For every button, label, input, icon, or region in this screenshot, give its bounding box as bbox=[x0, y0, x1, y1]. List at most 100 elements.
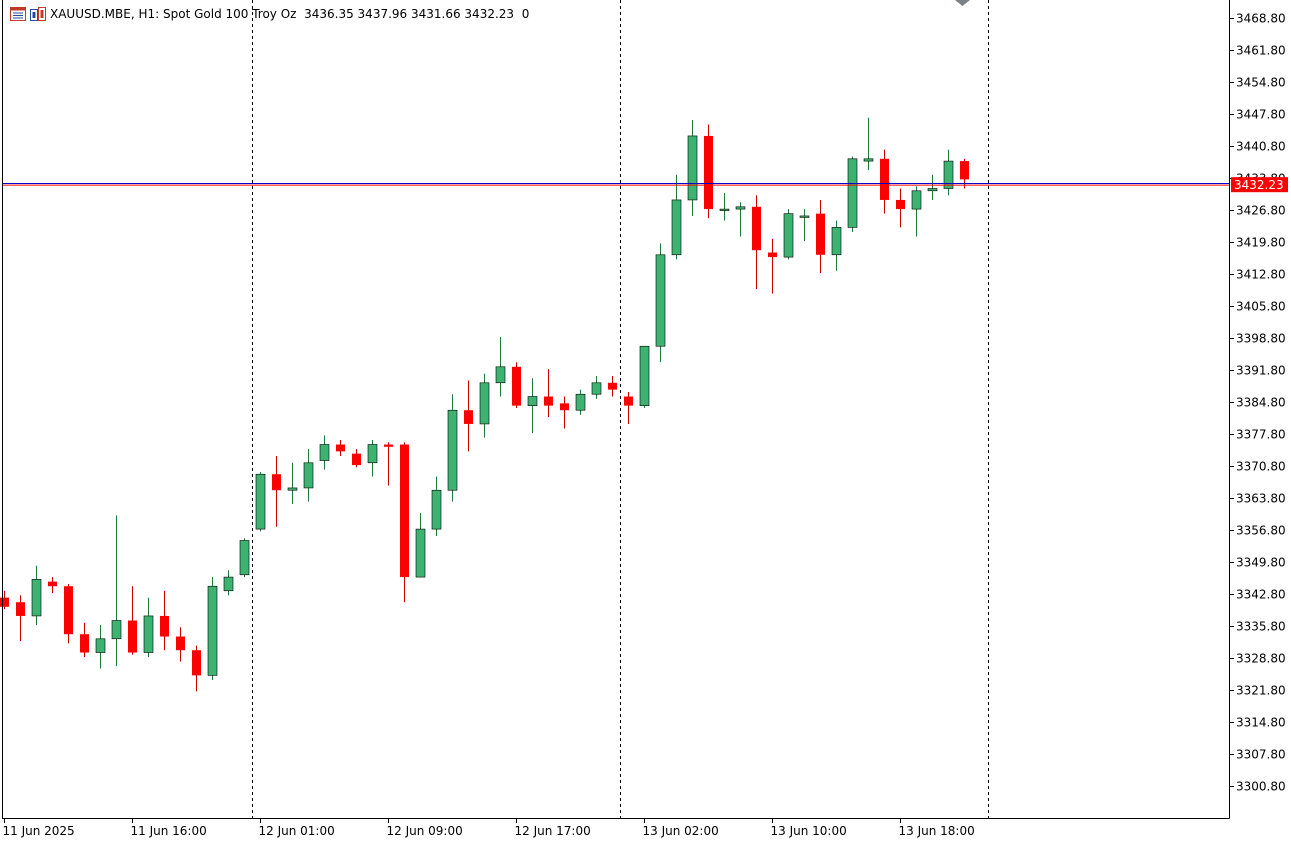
candle[interactable] bbox=[655, 243, 666, 363]
candle[interactable] bbox=[544, 369, 553, 418]
candle[interactable] bbox=[464, 380, 473, 452]
candle[interactable] bbox=[799, 209, 810, 242]
candle[interactable] bbox=[560, 396, 569, 429]
candle[interactable] bbox=[431, 476, 442, 536]
x-tick-label: 12 Jun 01:00 bbox=[259, 824, 335, 838]
candle-body bbox=[336, 444, 345, 452]
candle-body bbox=[80, 634, 89, 653]
candle-body bbox=[64, 586, 73, 635]
candle-body bbox=[831, 227, 842, 256]
candle[interactable] bbox=[911, 186, 922, 237]
candle-body bbox=[287, 487, 298, 491]
candle[interactable] bbox=[176, 627, 185, 662]
candle[interactable] bbox=[591, 375, 602, 399]
candle[interactable] bbox=[863, 117, 874, 171]
candle-body bbox=[560, 403, 569, 411]
candle[interactable] bbox=[239, 538, 250, 578]
candle[interactable] bbox=[512, 362, 521, 408]
candle-body bbox=[400, 444, 409, 578]
candle-body bbox=[687, 135, 698, 201]
candle-body bbox=[512, 366, 521, 406]
candle[interactable] bbox=[927, 174, 938, 200]
candle[interactable] bbox=[384, 442, 393, 486]
axes bbox=[2, 0, 1230, 819]
candle-body bbox=[447, 409, 458, 491]
candle[interactable] bbox=[671, 174, 682, 260]
candle[interactable] bbox=[336, 439, 345, 456]
chart-list-icon[interactable] bbox=[10, 7, 26, 21]
trading-icon[interactable] bbox=[30, 7, 46, 21]
x-tick-label: 13 Jun 02:00 bbox=[643, 824, 719, 838]
candle[interactable] bbox=[575, 389, 586, 415]
candle[interactable] bbox=[752, 195, 761, 290]
candle[interactable] bbox=[319, 435, 330, 470]
candle-body bbox=[479, 382, 490, 425]
current-price-tag: 3432.23 bbox=[1231, 177, 1288, 193]
y-tick-label: 3328.80 bbox=[1236, 652, 1286, 666]
candle[interactable] bbox=[31, 565, 42, 626]
candle-body bbox=[575, 393, 586, 411]
y-tick-label: 3447.80 bbox=[1236, 108, 1286, 122]
candle[interactable] bbox=[287, 462, 298, 504]
candle[interactable] bbox=[768, 238, 777, 294]
candle-body bbox=[223, 576, 234, 592]
candle-body bbox=[671, 199, 682, 256]
x-tick-label: 11 Jun 2025 bbox=[3, 824, 75, 838]
candle[interactable] bbox=[639, 345, 650, 408]
ohlc-values: 3436.35 3437.96 3431.66 3432.23 bbox=[304, 7, 515, 21]
candle[interactable] bbox=[400, 442, 409, 603]
candle[interactable] bbox=[223, 570, 234, 596]
candle[interactable] bbox=[303, 449, 314, 502]
candle-body bbox=[352, 453, 361, 466]
candle[interactable] bbox=[960, 158, 969, 189]
candle-body bbox=[431, 489, 442, 530]
candle[interactable] bbox=[415, 513, 426, 578]
candle[interactable] bbox=[128, 586, 137, 655]
candle[interactable] bbox=[495, 337, 506, 397]
candle[interactable] bbox=[608, 375, 617, 397]
candle[interactable] bbox=[624, 391, 633, 424]
candle[interactable] bbox=[447, 394, 458, 502]
candle[interactable] bbox=[687, 119, 698, 216]
current-price-tag-bg bbox=[1231, 177, 1288, 193]
candle[interactable] bbox=[80, 622, 89, 658]
candle[interactable] bbox=[111, 515, 122, 667]
candle[interactable] bbox=[95, 625, 106, 669]
candle[interactable] bbox=[943, 149, 954, 196]
candle[interactable] bbox=[255, 471, 266, 532]
candle[interactable] bbox=[367, 439, 378, 477]
scroll-marker-icon[interactable] bbox=[955, 0, 970, 6]
candle-body bbox=[160, 615, 169, 637]
candle[interactable] bbox=[16, 595, 25, 642]
candle[interactable] bbox=[831, 220, 842, 271]
candle-body bbox=[239, 540, 250, 576]
candle[interactable] bbox=[272, 455, 281, 527]
candle[interactable] bbox=[64, 583, 73, 644]
y-tick-label: 3300.80 bbox=[1236, 780, 1286, 794]
y-tick-label: 3363.80 bbox=[1236, 492, 1286, 506]
candle[interactable] bbox=[0, 590, 9, 610]
candle[interactable] bbox=[192, 645, 201, 692]
x-tick-label: 13 Jun 10:00 bbox=[771, 824, 847, 838]
candle[interactable] bbox=[847, 156, 858, 232]
candle-body bbox=[847, 158, 858, 228]
y-tick-label: 3307.80 bbox=[1236, 748, 1286, 762]
candle[interactable] bbox=[816, 199, 825, 274]
y-axis-ticks: 3468.803461.803454.803447.803440.803433.… bbox=[1229, 12, 1286, 794]
candle[interactable] bbox=[207, 577, 218, 680]
candle[interactable] bbox=[479, 373, 490, 438]
candle[interactable] bbox=[527, 378, 538, 434]
candle[interactable] bbox=[735, 202, 746, 237]
candle[interactable] bbox=[783, 209, 794, 260]
candle[interactable] bbox=[880, 149, 889, 214]
candle-body bbox=[319, 444, 330, 461]
candle[interactable] bbox=[352, 449, 361, 468]
candle[interactable] bbox=[896, 188, 905, 228]
candle[interactable] bbox=[704, 124, 713, 219]
candle[interactable] bbox=[719, 193, 730, 221]
candle[interactable] bbox=[160, 590, 169, 651]
candle[interactable] bbox=[143, 597, 154, 658]
candle[interactable] bbox=[48, 577, 57, 594]
